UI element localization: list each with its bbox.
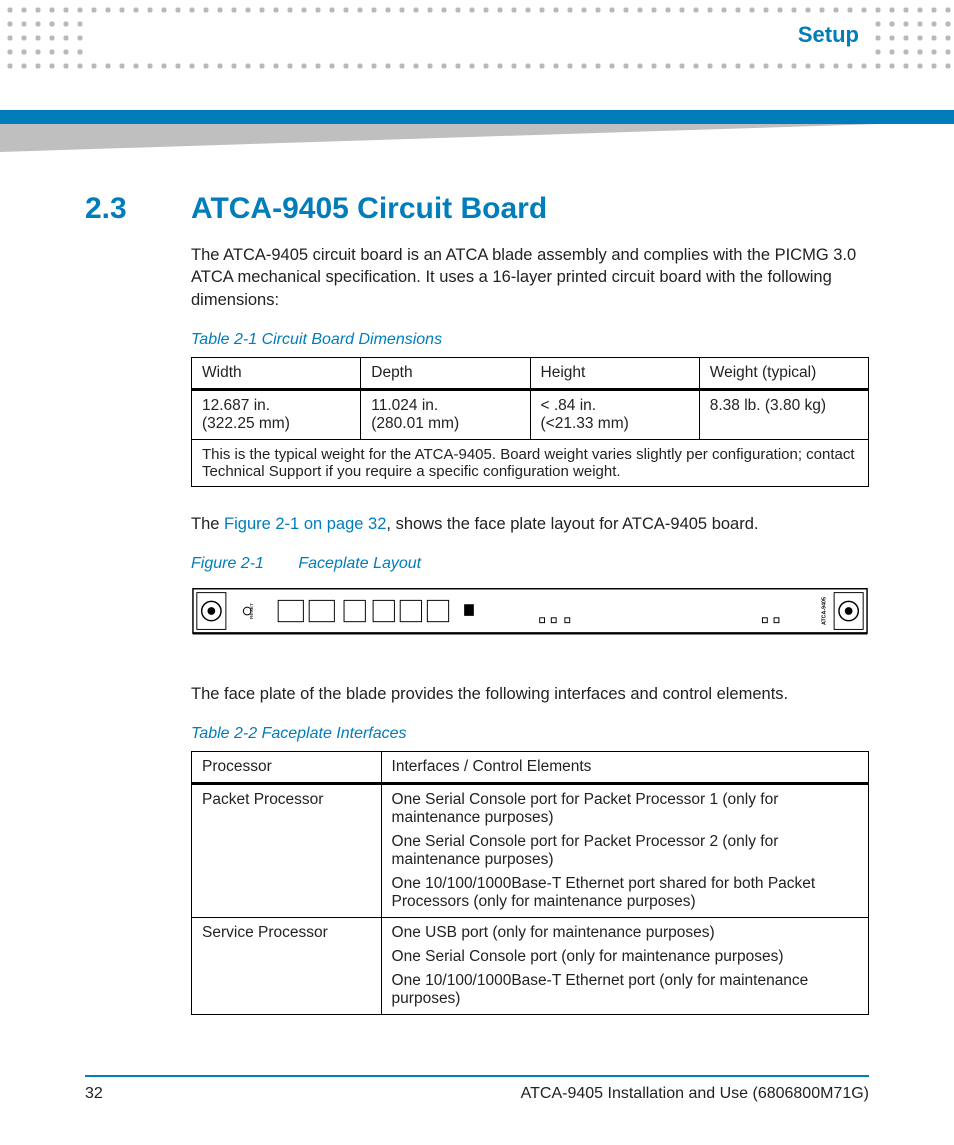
page-footer: 32 ATCA-9405 Installation and Use (68068… <box>85 1075 869 1103</box>
interfaces-cell: One Serial Console port for Packet Proce… <box>381 784 868 918</box>
note-cell: This is the typical weight for the ATCA-… <box>192 439 869 486</box>
intro-paragraph: The ATCA-9405 circuit board is an ATCA b… <box>191 244 869 311</box>
doc-title-footer: ATCA-9405 Installation and Use (6806800M… <box>521 1085 869 1103</box>
figure-number: Figure 2-1 <box>191 555 264 572</box>
table2-caption: Table 2-2 Faceplate Interfaces <box>191 725 869 743</box>
cell: 11.024 in.(280.01 mm) <box>361 389 530 439</box>
section-heading: 2.3 ATCA-9405 Circuit Board <box>85 192 869 226</box>
table-dimensions: Width Depth Height Weight (typical) 12.6… <box>191 357 869 487</box>
figure-title: Faceplate Layout <box>298 555 421 572</box>
col-header: Processor <box>192 752 382 784</box>
table-row: Processor Interfaces / Control Elements <box>192 752 869 784</box>
figure-caption: Figure 2-1 Faceplate Layout <box>191 555 869 573</box>
header-blue-bar <box>0 110 954 124</box>
table-row: This is the typical weight for the ATCA-… <box>192 439 869 486</box>
table-interfaces: Processor Interfaces / Control Elements … <box>191 751 869 1015</box>
table-row: 12.687 in.(322.25 mm) 11.024 in.(280.01 … <box>192 389 869 439</box>
cell: 12.687 in.(322.25 mm) <box>192 389 361 439</box>
section-title: ATCA-9405 Circuit Board <box>191 192 547 226</box>
interface-item: One Serial Console port (only for mainte… <box>392 948 858 966</box>
page: Setup 2.3 ATCA-9405 Circuit Board The AT… <box>0 0 954 1145</box>
cell: 8.38 lb. (3.80 kg) <box>699 389 868 439</box>
section-header-label: Setup <box>798 22 859 48</box>
table-row: Service Processor One USB port (only for … <box>192 918 869 1015</box>
col-header: Weight (typical) <box>699 357 868 389</box>
proc-cell: Packet Processor <box>192 784 382 918</box>
col-header: Height <box>530 357 699 389</box>
figure-link[interactable]: Figure 2-1 on page 32 <box>224 515 386 533</box>
interface-item: One 10/100/1000Base-T Ethernet port (onl… <box>392 972 858 1008</box>
model-label: ATCA-9405 <box>821 597 827 625</box>
interface-item: One 10/100/1000Base-T Ethernet port shar… <box>392 875 858 911</box>
faceplate-figure: RESET ATCA-9405 <box>191 581 869 649</box>
interface-item: One Serial Console port for Packet Proce… <box>392 791 858 827</box>
figure-ref-paragraph: The Figure 2-1 on page 32, shows the fac… <box>191 513 869 535</box>
table-row: Width Depth Height Weight (typical) <box>192 357 869 389</box>
table1-caption: Table 2-1 Circuit Board Dimensions <box>191 331 869 349</box>
text: The <box>191 515 224 533</box>
header-wedge <box>0 124 880 152</box>
proc-cell: Service Processor <box>192 918 382 1015</box>
faceplate-svg: RESET ATCA-9405 <box>191 581 869 649</box>
text: , shows the face plate layout for ATCA-9… <box>386 515 758 533</box>
interfaces-paragraph: The face plate of the blade provides the… <box>191 683 869 705</box>
interface-item: One Serial Console port for Packet Proce… <box>392 833 858 869</box>
reset-label: RESET <box>249 603 255 619</box>
col-header: Interfaces / Control Elements <box>381 752 868 784</box>
col-header: Depth <box>361 357 530 389</box>
content-area: 2.3 ATCA-9405 Circuit Board The ATCA-940… <box>85 180 869 1041</box>
cell: < .84 in.(<21.33 mm) <box>530 389 699 439</box>
interfaces-cell: One USB port (only for maintenance purpo… <box>381 918 868 1015</box>
section-number: 2.3 <box>85 192 191 226</box>
table-row: Packet Processor One Serial Console port … <box>192 784 869 918</box>
interface-item: One USB port (only for maintenance purpo… <box>392 924 858 942</box>
page-number: 32 <box>85 1085 103 1103</box>
col-header: Width <box>192 357 361 389</box>
